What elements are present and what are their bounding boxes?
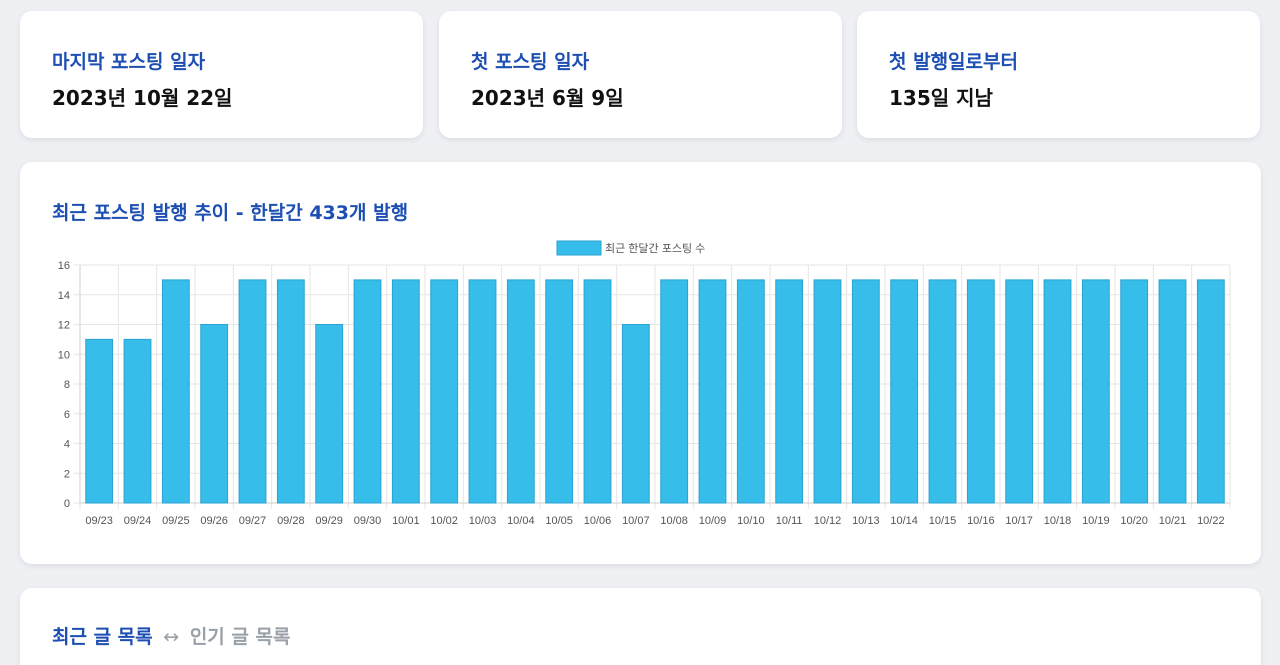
stat-value: 2023년 6월 9일 [471, 86, 624, 110]
stat-label: 첫 포스팅 일자 [471, 51, 590, 73]
x-tick-label: 09/28 [277, 515, 305, 527]
y-tick-label: 12 [58, 320, 70, 332]
bar [161, 279, 190, 504]
x-tick-label: 10/05 [545, 515, 573, 527]
bar [1158, 279, 1187, 504]
bar [736, 279, 765, 504]
bar [1005, 279, 1034, 504]
bar [85, 338, 114, 504]
stat-label: 첫 발행일로부터 [889, 51, 1018, 73]
stat-card-days-since: 첫 발행일로부터 135일 지남 [857, 11, 1260, 138]
x-tick-label: 10/11 [776, 515, 803, 527]
x-tick-label: 10/10 [737, 515, 765, 527]
bar [1081, 279, 1110, 504]
x-tick-label: 10/13 [852, 515, 880, 527]
bar [238, 279, 267, 504]
bar [851, 279, 880, 504]
y-tick-label: 0 [64, 498, 70, 510]
x-tick-label: 10/02 [430, 515, 458, 527]
y-tick-label: 4 [64, 439, 70, 451]
bar [928, 279, 957, 504]
bar [315, 324, 344, 504]
x-tick-label: 09/30 [354, 515, 382, 527]
bar [890, 279, 919, 504]
x-tick-label: 10/18 [1044, 515, 1072, 527]
bar [1043, 279, 1072, 504]
stat-label: 마지막 포스팅 일자 [52, 51, 206, 73]
post-list-tabs: 최근 글 목록 ↔ 인기 글 목록 [52, 622, 290, 649]
bar [1120, 279, 1149, 504]
bar [813, 279, 842, 504]
y-tick-label: 8 [64, 379, 70, 391]
x-tick-label: 10/22 [1197, 515, 1225, 527]
bar [430, 279, 459, 504]
x-tick-label: 09/29 [315, 515, 343, 527]
bar [583, 279, 612, 504]
y-tick-label: 10 [58, 349, 70, 361]
x-tick-label: 10/14 [890, 515, 918, 527]
y-tick-label: 2 [64, 468, 70, 480]
legend-label: 최근 한달간 포스팅 수 [605, 242, 705, 255]
x-tick-label: 10/21 [1159, 515, 1187, 527]
x-tick-label: 10/20 [1120, 515, 1148, 527]
posting-trend-card: 최근 포스팅 발행 추이 - 한달간 433개 발행 0 2 4 6 8 10 12 14 16… [20, 162, 1261, 564]
y-tick-label: 6 [64, 409, 70, 421]
x-tick-label: 09/26 [200, 515, 228, 527]
y-tick-label: 14 [58, 290, 70, 302]
bar [545, 279, 574, 504]
bar [775, 279, 804, 504]
y-tick-label: 16 [58, 260, 70, 272]
chart-section-title: 최근 포스팅 발행 추이 - 한달간 433개 발행 [52, 202, 409, 224]
x-tick-label: 10/15 [929, 515, 957, 527]
bar [660, 279, 689, 504]
x-tick-label: 10/09 [699, 515, 727, 527]
x-tick-label: 09/23 [85, 515, 113, 527]
x-tick-label: 09/24 [124, 515, 152, 527]
bar [200, 324, 229, 504]
tab-popular-posts[interactable]: 인기 글 목록 [189, 626, 291, 648]
x-tick-label: 10/04 [507, 515, 535, 527]
tab-recent-posts[interactable]: 최근 글 목록 [52, 626, 153, 648]
bar [698, 279, 727, 504]
swap-arrow-icon: ↔ [163, 626, 180, 648]
legend-swatch [556, 240, 602, 256]
bar [966, 279, 995, 504]
posting-trend-chart: 0 2 4 6 8 10 12 14 16 09/23 09/24 09/25 09/26 09/27 09… [58, 240, 1231, 527]
x-tick-label: 10/06 [584, 515, 612, 527]
x-tick-label: 10/17 [1005, 515, 1033, 527]
post-list-card: 최근 글 목록 ↔ 인기 글 목록 [20, 588, 1261, 665]
bar [276, 279, 305, 504]
x-tick-label: 10/01 [392, 515, 420, 527]
x-tick-label: 10/03 [469, 515, 497, 527]
stat-card-first-post: 첫 포스팅 일자 2023년 6월 9일 [439, 11, 842, 138]
x-tick-label: 10/16 [967, 515, 995, 527]
x-tick-label: 10/08 [660, 515, 688, 527]
bar [123, 338, 152, 504]
bar [353, 279, 382, 504]
bar [506, 279, 535, 504]
x-tick-label: 09/27 [239, 515, 267, 527]
bar [391, 279, 420, 504]
x-tick-label: 10/19 [1082, 515, 1110, 527]
stat-value: 135일 지남 [889, 86, 993, 110]
bar [1196, 279, 1225, 504]
stat-value: 2023년 10월 22일 [52, 86, 233, 110]
x-tick-label: 10/07 [622, 515, 650, 527]
x-tick-label: 10/12 [814, 515, 842, 527]
bar [621, 324, 650, 504]
x-tick-label: 09/25 [162, 515, 190, 527]
bar [468, 279, 497, 504]
stat-card-last-post: 마지막 포스팅 일자 2023년 10월 22일 [20, 11, 423, 138]
